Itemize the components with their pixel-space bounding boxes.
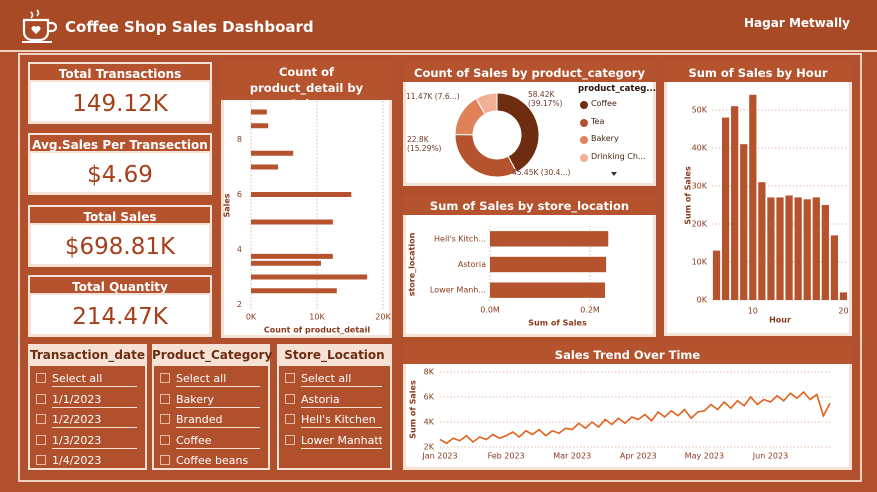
slicer-checkbox[interactable] xyxy=(160,414,170,424)
kpi-label: Total Quantity xyxy=(28,275,212,295)
legend-arrow xyxy=(611,172,617,176)
legend-label: Bakery xyxy=(591,134,619,143)
chart-title: Sales Trend Over Time xyxy=(403,344,852,364)
panel xyxy=(403,195,656,337)
slicer-item[interactable]: Astoria xyxy=(301,392,382,408)
kpi-value: 149.12K xyxy=(72,91,168,117)
frame xyxy=(18,53,862,482)
slicer-item[interactable]: Select all xyxy=(52,371,137,387)
slicer-checkbox[interactable] xyxy=(36,393,46,404)
coffee-icon xyxy=(22,9,58,43)
legend-title: product_categ... xyxy=(578,84,656,94)
author: Hagar Metwally xyxy=(744,16,850,30)
slicer-title: Product_Category xyxy=(152,344,272,366)
pie-label: 11.47K (7.6...) xyxy=(406,92,460,101)
slicer-checkbox[interactable] xyxy=(160,373,170,383)
slicer-item[interactable]: Coffee xyxy=(176,433,260,449)
slicer-checkbox[interactable] xyxy=(285,373,295,383)
slicer-title: Transaction_date xyxy=(28,344,147,366)
legend-swatch xyxy=(580,101,588,109)
legend-label: Coffee xyxy=(591,99,617,108)
slicer-checkbox[interactable] xyxy=(285,393,295,404)
dashboard-title: Coffee Shop Sales Dashboard xyxy=(65,18,314,36)
legend-swatch xyxy=(580,153,588,162)
slicer-item[interactable]: Hell's Kitchen xyxy=(301,412,382,428)
slicer-checkbox[interactable] xyxy=(36,455,46,465)
pie-label: 58.42K (39.17%) xyxy=(528,90,563,108)
panel xyxy=(664,62,852,336)
chart-title: Count of Sales by product_category xyxy=(403,62,656,82)
slicer-checkbox[interactable] xyxy=(36,434,46,445)
legend-swatch xyxy=(580,136,588,144)
slicer-item[interactable]: 1/4/2023 xyxy=(52,453,137,469)
slicer-item[interactable]: Coffee beans xyxy=(176,453,260,469)
chart-title: Sum of Sales by Hour xyxy=(664,62,852,82)
kpi-label: Avg.Sales Per Transection xyxy=(28,133,212,153)
header-bar xyxy=(0,0,877,52)
slicer-checkbox[interactable] xyxy=(285,434,295,445)
slicer-checkbox[interactable] xyxy=(36,373,46,383)
slicer-checkbox[interactable] xyxy=(160,434,170,445)
kpi-value: 214.47K xyxy=(72,304,168,330)
slicer-item[interactable]: 1/2/2023 xyxy=(52,412,137,428)
kpi-value: $698.81K xyxy=(64,234,176,260)
kpi-value: $4.69 xyxy=(87,162,153,188)
slicer-item[interactable]: Bakery xyxy=(176,392,260,408)
slicer-item[interactable]: Select all xyxy=(301,371,382,387)
slicer-checkbox[interactable] xyxy=(36,414,46,424)
slicer-item[interactable]: Branded xyxy=(176,412,260,428)
kpi-label: Total Sales xyxy=(28,205,212,225)
chart-title: Count of product_detail by Sales xyxy=(221,62,392,111)
legend-label: Tea xyxy=(591,116,605,126)
chart-title: Sum of Sales by store_location xyxy=(403,195,656,215)
slicer-checkbox[interactable] xyxy=(285,414,295,424)
slicer-checkbox[interactable] xyxy=(160,455,170,465)
slicer-item[interactable]: 1/1/2023 xyxy=(52,392,137,408)
legend-swatch xyxy=(580,118,588,127)
pie-label: 22.8K (15.29%) xyxy=(407,135,442,153)
slicer-item[interactable]: Lower Manhatt... xyxy=(301,433,382,449)
pie-label: 45.45K (30.4...) xyxy=(512,168,571,177)
slicer-item[interactable]: 1/3/2023 xyxy=(52,433,137,449)
kpi-label: Total Transactions xyxy=(28,62,212,82)
slicer-item[interactable]: Select all xyxy=(176,371,260,387)
slicer-title: Store_Location xyxy=(277,344,392,366)
slicer-checkbox[interactable] xyxy=(160,393,170,404)
legend-label: Drinking Ch... xyxy=(591,151,646,161)
